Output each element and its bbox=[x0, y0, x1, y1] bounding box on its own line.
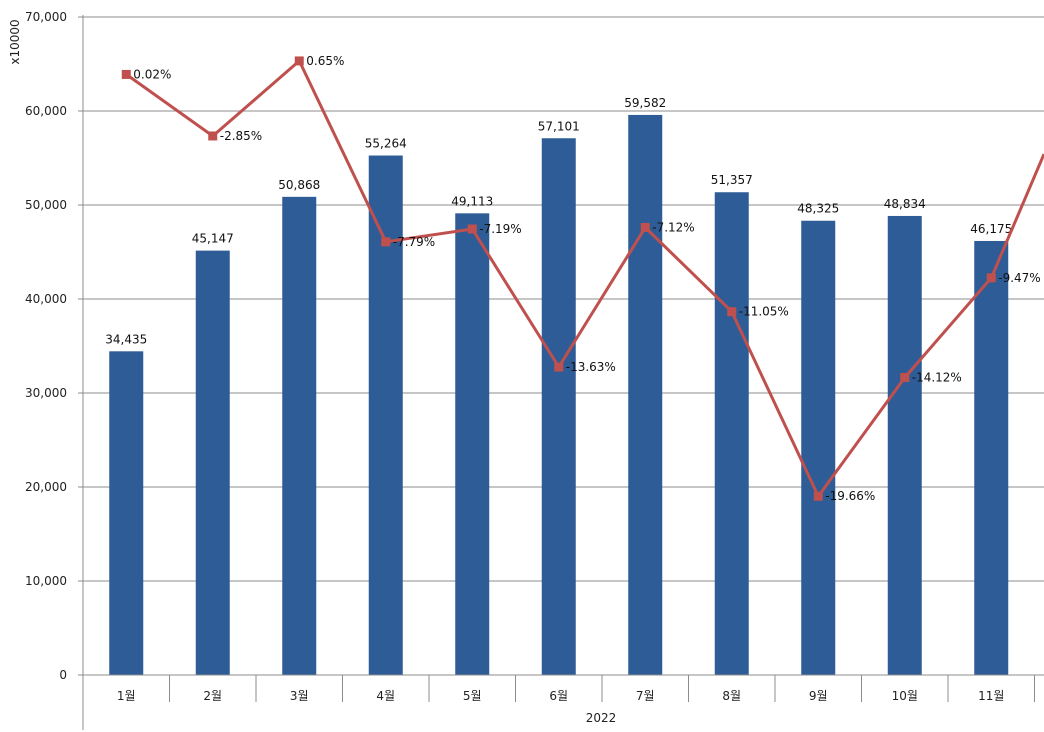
x-tick-label: 4월 bbox=[376, 689, 395, 703]
x-tick-label: 2월 bbox=[203, 689, 222, 703]
y-tick-label: 10,000 bbox=[25, 574, 67, 588]
line-data-label: -7.19% bbox=[479, 222, 521, 236]
x-tick-label: 10월 bbox=[892, 689, 918, 703]
line-data-label: -14.12% bbox=[912, 371, 962, 385]
y-axis-title: x10000 bbox=[8, 19, 22, 64]
bar-data-label: 51,357 bbox=[711, 173, 753, 187]
line-marker bbox=[208, 131, 218, 141]
line-data-label: -7.79% bbox=[393, 235, 435, 249]
line-marker bbox=[294, 56, 304, 66]
line-data-label: -13.63% bbox=[566, 360, 616, 374]
y-tick-label: 50,000 bbox=[25, 198, 67, 212]
y-tick-label: 20,000 bbox=[25, 480, 67, 494]
line-data-label: -11.05% bbox=[739, 305, 789, 319]
bar-data-label: 48,325 bbox=[797, 202, 839, 216]
bar-data-label: 59,582 bbox=[624, 96, 666, 110]
line-marker bbox=[121, 69, 131, 79]
x-tick-label: 8월 bbox=[722, 689, 741, 703]
bar-data-label: 34,435 bbox=[105, 332, 147, 346]
line-marker bbox=[986, 273, 996, 283]
line-path bbox=[125, 59, 1044, 498]
line-data-label: -7.12% bbox=[652, 220, 694, 234]
line-data-label: -19.66% bbox=[825, 489, 875, 503]
bar bbox=[455, 213, 490, 675]
bar bbox=[887, 215, 922, 676]
line-data-labels: 0.02% -2.85% 0.65% -7.79% -7.19% -13.63% -7.12… bbox=[133, 54, 1040, 503]
bar bbox=[541, 138, 576, 675]
x-tick-label: 7월 bbox=[636, 689, 655, 703]
bar bbox=[628, 114, 663, 675]
line-data-label: -2.85% bbox=[220, 129, 262, 143]
line-marker bbox=[900, 373, 910, 383]
bar-data-label: 45,147 bbox=[192, 232, 234, 246]
bar-data-label: 57,101 bbox=[538, 119, 580, 133]
bar-data-label: 49,113 bbox=[451, 194, 493, 208]
bar bbox=[714, 192, 749, 675]
line-marker bbox=[813, 491, 823, 501]
y-tick-label: 60,000 bbox=[25, 104, 67, 118]
bar-data-label: 48,834 bbox=[884, 197, 926, 211]
x-tick-label: 3월 bbox=[290, 689, 309, 703]
x-axis: 1월 2월 3월 4월 5월 6월 7월 8월 9월 10월 11월 bbox=[82, 674, 1044, 703]
line-data-label: -9.47% bbox=[998, 271, 1040, 285]
bar-data-labels: 34,435 45,147 50,868 55,264 49,113 57,101 59,5… bbox=[105, 96, 1012, 346]
bar bbox=[801, 220, 836, 675]
line-data-label: 0.65% bbox=[306, 54, 344, 68]
x-group-label: 2022 bbox=[586, 711, 617, 725]
bar-data-label: 50,868 bbox=[278, 178, 320, 192]
line-marker bbox=[727, 307, 737, 317]
x-tick-label: 9월 bbox=[809, 689, 828, 703]
bar bbox=[109, 351, 144, 675]
y-tick-label: 40,000 bbox=[25, 292, 67, 306]
bar bbox=[368, 155, 403, 675]
x-tick-label: 11월 bbox=[978, 689, 1004, 703]
line-data-label: 0.02% bbox=[133, 67, 171, 81]
line-marker bbox=[467, 224, 477, 234]
y-tick-labels: 0 10,000 20,000 30,000 40,000 50,000 60,000 70,… bbox=[25, 10, 67, 682]
x-tick-label: 5월 bbox=[463, 689, 482, 703]
line-marker bbox=[554, 362, 564, 372]
line-marker bbox=[381, 237, 391, 247]
y-tick-label: 30,000 bbox=[25, 386, 67, 400]
bar-data-label: 46,175 bbox=[970, 222, 1012, 236]
line-series bbox=[121, 56, 1044, 501]
x-tick-label: 1월 bbox=[117, 689, 136, 703]
y-tick-label: 70,000 bbox=[25, 10, 67, 24]
x-tick-label: 6월 bbox=[549, 689, 568, 703]
line-marker bbox=[640, 222, 650, 232]
bar-data-label: 55,264 bbox=[365, 137, 407, 151]
bar bbox=[282, 196, 317, 675]
bar bbox=[195, 250, 230, 675]
y-tick-label: 0 bbox=[59, 668, 67, 682]
bar bbox=[974, 240, 1009, 675]
bar-series bbox=[109, 114, 1009, 676]
